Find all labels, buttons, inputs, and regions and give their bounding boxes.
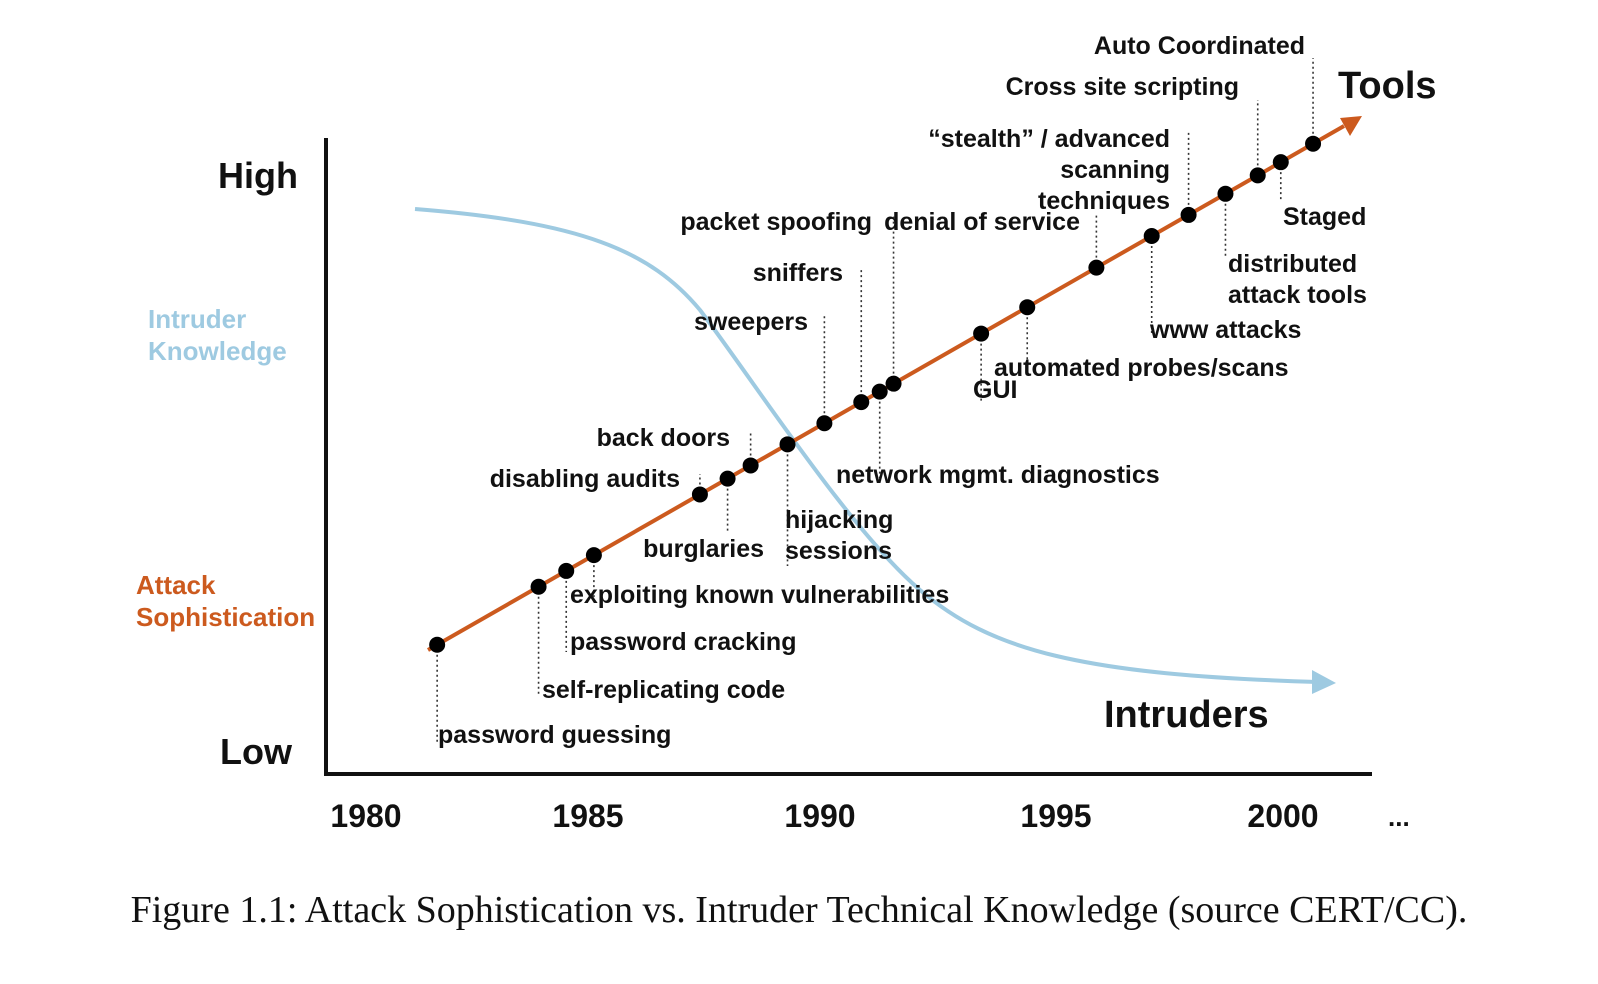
- legend-knowledge-line2: Knowledge: [148, 336, 287, 366]
- x-tick-labels: 1980 1985 1990 1995 2000: [330, 798, 1318, 834]
- y-high-label: High: [218, 155, 298, 196]
- data-point: [1305, 135, 1322, 152]
- chart: High Low Intruder Knowledge Attack Sophi…: [136, 32, 1437, 834]
- data-label: sniffers: [753, 259, 843, 287]
- data-label: network mgmt. diagnostics: [836, 461, 1160, 489]
- y-low-label: Low: [220, 731, 293, 772]
- series-name-tools: Tools: [1338, 65, 1437, 107]
- legend-attack-line2: Sophistication: [136, 602, 315, 632]
- data-label: Cross site scripting: [1006, 73, 1239, 101]
- data-label: Auto Coordinated: [1094, 32, 1305, 60]
- data-point: [885, 375, 902, 392]
- data-point: [530, 578, 547, 595]
- x-tick-label: 1980: [330, 798, 401, 834]
- data-label: denial of service: [884, 208, 1080, 236]
- x-tick-label: 2000: [1247, 798, 1318, 834]
- data-point: [719, 470, 736, 487]
- data-point: [1019, 299, 1036, 316]
- data-label: www attacks: [1149, 316, 1301, 344]
- data-label: burglaries: [643, 535, 764, 563]
- data-point: [779, 436, 796, 453]
- figure-caption: Figure 1.1: Attack Sophistication vs. In…: [130, 889, 1468, 931]
- data-label: “stealth” / advanced scanning techniques: [928, 125, 1170, 215]
- data-label: disabling audits: [490, 465, 680, 493]
- x-tick-label: 1995: [1020, 798, 1091, 834]
- data-point: [816, 415, 833, 432]
- data-point: [1088, 259, 1105, 276]
- data-point: [1249, 167, 1266, 184]
- data-point: [1272, 154, 1289, 171]
- data-label: exploiting known vulnerabilities: [570, 581, 949, 609]
- data-point: [558, 562, 575, 579]
- data-label: Staged: [1283, 203, 1366, 231]
- intruder-knowledge-curve: [414, 207, 1319, 684]
- data-point: [1217, 185, 1234, 202]
- tools-trend-arrowhead: [1340, 116, 1362, 136]
- data-point: [691, 486, 708, 503]
- data-labels: password guessing self-replicating code pa…: [438, 32, 1367, 749]
- data-point: [973, 325, 990, 342]
- data-point: [1180, 206, 1197, 223]
- intruder-knowledge-arrowhead: [1312, 670, 1336, 694]
- data-label: automated probes/scans: [994, 354, 1289, 382]
- data-point: [585, 547, 602, 564]
- data-point: [1143, 228, 1160, 245]
- legend-attack-line1: Attack: [136, 570, 216, 600]
- data-point: [742, 457, 759, 474]
- data-point: [871, 383, 888, 400]
- data-label: password cracking: [570, 628, 796, 656]
- data-points: [429, 135, 1322, 653]
- data-point: [429, 636, 446, 653]
- legend-knowledge-line1: Intruder: [148, 304, 246, 334]
- data-label: GUI: [973, 376, 1017, 404]
- x-tick-label: 1990: [784, 798, 855, 834]
- leader-lines: [436, 58, 1314, 744]
- data-label: sweepers: [694, 308, 808, 336]
- data-label: back doors: [597, 424, 730, 452]
- data-label: packet spoofing: [680, 208, 872, 236]
- series-name-intruders: Intruders: [1104, 694, 1269, 736]
- x-tick-label: 1985: [552, 798, 623, 834]
- data-label: hijacking sessions: [785, 506, 893, 565]
- data-label: self-replicating code: [542, 676, 785, 704]
- data-label: password guessing: [438, 721, 671, 749]
- x-continuation: ...: [1388, 802, 1410, 832]
- data-point: [853, 394, 870, 411]
- data-label: distributed attack tools: [1228, 250, 1367, 309]
